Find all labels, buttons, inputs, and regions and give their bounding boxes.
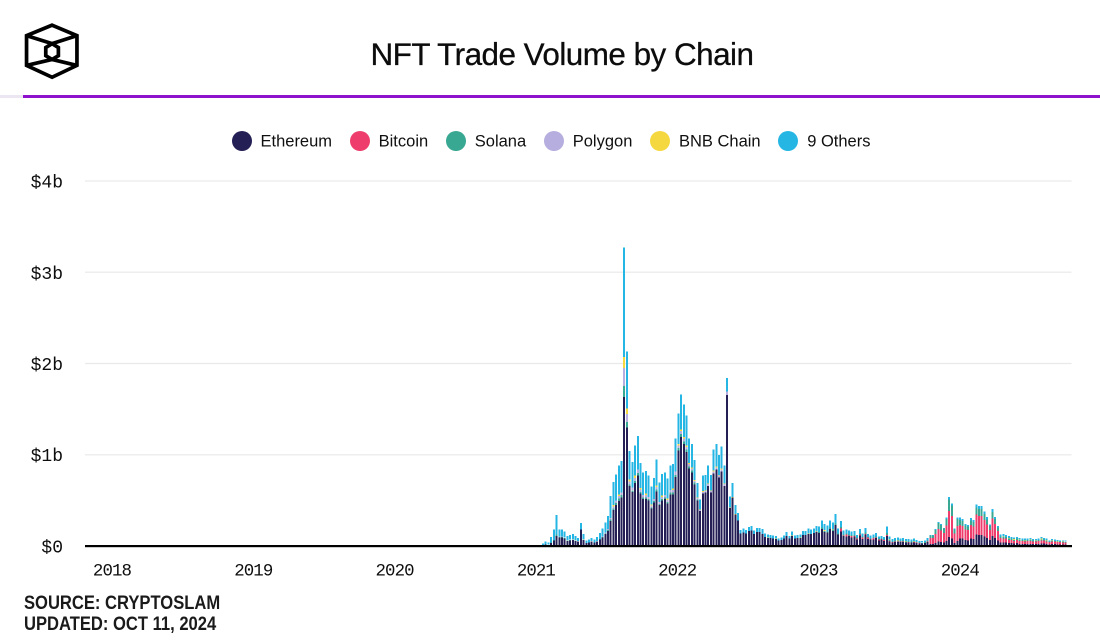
svg-text:2018: 2018 [93,563,132,582]
svg-text:$4b: $4b [31,174,63,194]
svg-text:$0: $0 [41,539,63,559]
svg-text:2020: 2020 [376,563,415,582]
svg-text:$1b: $1b [31,447,63,467]
svg-text:2024: 2024 [941,563,980,582]
svg-text:$2b: $2b [31,356,63,376]
svg-text:2023: 2023 [799,563,838,582]
svg-text:2021: 2021 [517,563,556,582]
svg-text:2019: 2019 [234,563,273,582]
svg-text:2022: 2022 [658,563,697,582]
svg-text:$3b: $3b [31,265,63,285]
